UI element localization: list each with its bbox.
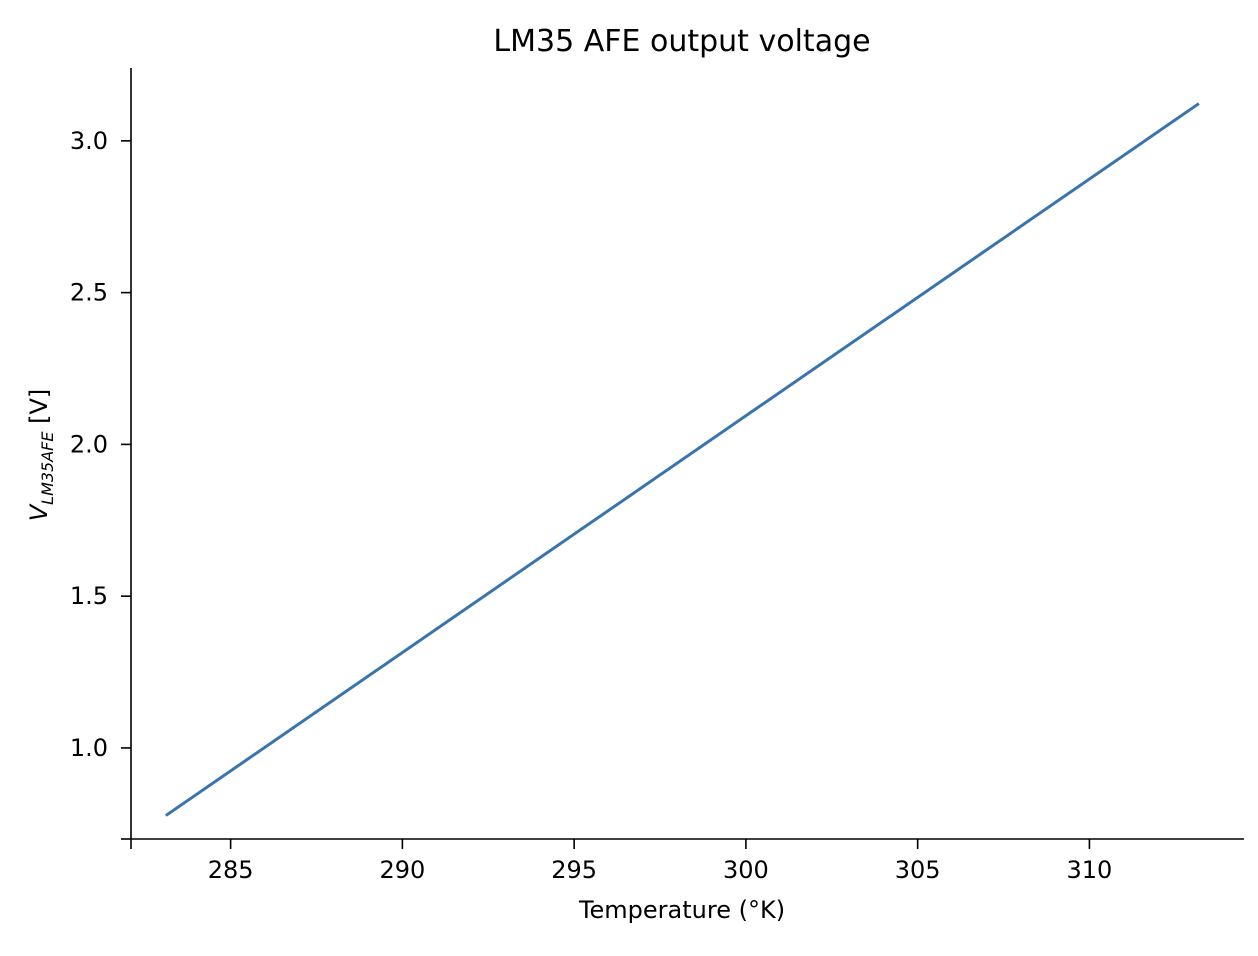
y-axis-label: VLM35AFE [V] [25, 389, 57, 522]
x-tick-label: 290 [379, 856, 425, 884]
y-axis-label-subscript: LM35AFE [38, 431, 57, 505]
series-line-0 [164, 102, 1200, 817]
y-axis-label-unit: [V] [25, 389, 53, 432]
y-tick-label: 1.5 [70, 582, 108, 610]
x-tick-label: 295 [551, 856, 597, 884]
y-axis-label-var: V [25, 503, 53, 521]
x-tick-label: 285 [208, 856, 254, 884]
chart-title: LM35 AFE output voltage [493, 24, 870, 59]
y-tick-label: 2.5 [70, 279, 108, 307]
x-axis-label: Temperature (°K) [578, 896, 785, 924]
y-axis-ticks: 1.0 1.5 2.0 2.5 3.0 [70, 127, 131, 840]
y-tick-label: 2.0 [70, 430, 108, 458]
y-tick-label: 3.0 [70, 127, 108, 155]
x-tick-label: 305 [895, 856, 941, 884]
plot-area [164, 102, 1200, 817]
y-tick-label: 1.0 [70, 734, 108, 762]
x-tick-label: 300 [723, 856, 769, 884]
x-tick-label: 310 [1067, 856, 1113, 884]
x-axis-ticks: 285 290 295 300 305 310 [130, 839, 1113, 884]
